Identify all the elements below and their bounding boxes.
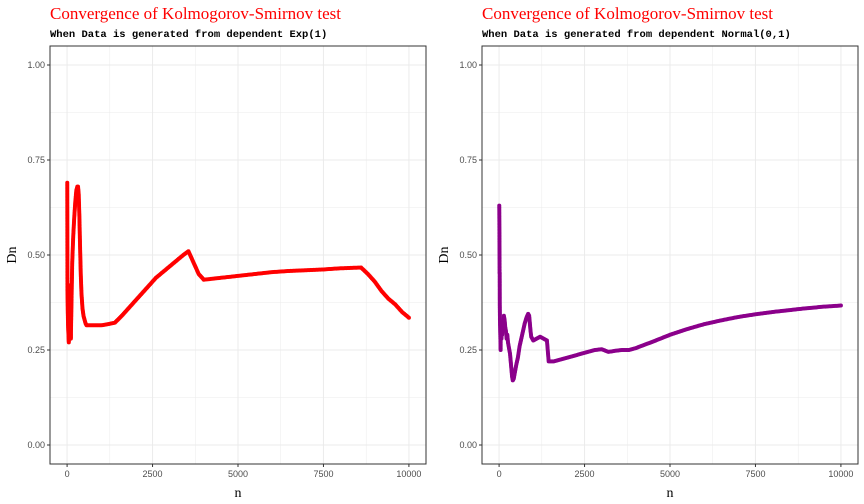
y-tick-label: 0.50 [27,250,45,260]
y-tick-label: 0.25 [459,345,477,355]
x-tick-label: 2500 [143,469,163,479]
x-tick-label: 0 [497,469,502,479]
chart-subtitle: When Data is generated from dependent Ex… [50,29,328,41]
left-plot: 0 2500 5000 7500 10000 0.00 0.25 0.50 0.75 1.00 n D… [5,45,427,501]
y-tick-label: 0.00 [459,440,477,450]
panel-border [481,45,859,465]
x-axis-title: n [667,486,674,501]
x-tick-label: 2500 [575,469,595,479]
y-tick-label: 1.00 [27,60,45,70]
x-tick-label: 10000 [396,469,421,479]
x-tick-label: 7500 [313,469,333,479]
y-axis-title: Dn [5,246,20,263]
panel-border [49,45,427,465]
chart-title: Convergence of Kolmogorov-Smirnov test [482,4,774,23]
series [65,180,411,345]
x-tick-label: 10000 [828,469,853,479]
x-tick-label: 0 [65,469,70,479]
data-point [406,315,411,320]
grid [482,46,858,464]
x-tick-label: 5000 [660,469,680,479]
y-tick-label: 1.00 [459,60,477,70]
right-chart-panel: Convergence of Kolmogorov-Smirnov test W… [432,0,864,504]
y-tick-label: 0.50 [459,250,477,260]
data-point [838,303,843,308]
y-tick-label: 0.25 [27,345,45,355]
series [497,203,843,383]
x-tick-label: 5000 [228,469,248,479]
x-tick-label: 7500 [745,469,765,479]
x-axis-title: n [235,486,242,501]
y-tick-label: 0.00 [27,440,45,450]
y-axis-title: Dn [437,246,452,263]
chart-title: Convergence of Kolmogorov-Smirnov test [50,4,342,23]
right-plot: 0 2500 5000 7500 10000 0.00 0.25 0.50 0.75 1.00 n D… [437,45,859,501]
grid [50,46,426,464]
chart-subtitle: When Data is generated from dependent No… [482,29,791,41]
y-tick-label: 0.75 [27,155,45,165]
left-chart-panel: Convergence of Kolmogorov-Smirnov test W… [5,4,427,501]
y-tick-label: 0.75 [459,155,477,165]
